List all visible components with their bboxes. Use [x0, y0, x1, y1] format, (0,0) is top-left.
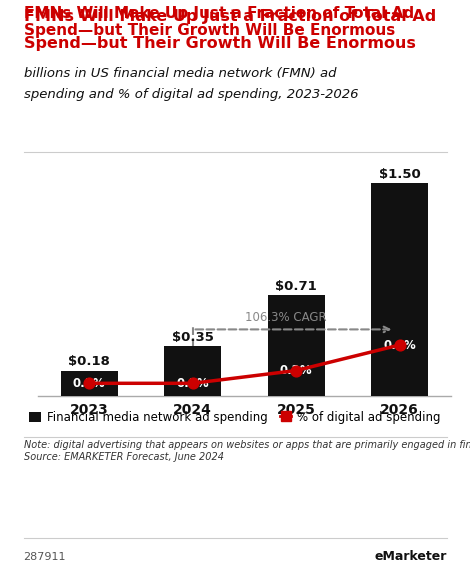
Text: 106.3% CAGR: 106.3% CAGR	[245, 311, 327, 324]
Text: 0.1%: 0.1%	[176, 377, 209, 390]
Text: Note: digital advertising that appears on websites or apps that are primarily en: Note: digital advertising that appears o…	[24, 440, 470, 462]
Text: eMarketer: eMarketer	[374, 550, 446, 563]
Text: $0.71: $0.71	[275, 280, 317, 293]
Legend: Financial media network ad spending, % of digital ad spending: Financial media network ad spending, % o…	[30, 411, 441, 424]
Bar	[61, 371, 118, 396]
Point	[189, 379, 196, 388]
Text: $0.35: $0.35	[172, 331, 214, 344]
Text: FMNs Will Make Up Just a Fraction of Total Ad Spend—but Their Growth Will Be Eno: FMNs Will Make Up Just a Fraction of Tot…	[24, 6, 414, 38]
Text: $1.50: $1.50	[379, 168, 420, 180]
Text: 0.4%: 0.4%	[383, 339, 416, 351]
Bar	[164, 347, 221, 396]
Text: $0.18: $0.18	[68, 355, 110, 368]
Text: 0.2%: 0.2%	[280, 364, 313, 377]
Text: billions in US financial media network (FMN) ad: billions in US financial media network (…	[24, 67, 336, 80]
Bar	[267, 296, 324, 396]
Text: 0.1%: 0.1%	[73, 377, 106, 390]
Point	[396, 340, 403, 350]
Text: spending and % of digital ad spending, 2023-2026: spending and % of digital ad spending, 2…	[24, 88, 358, 102]
Point	[86, 379, 93, 388]
Bar	[371, 183, 428, 396]
Text: Spend—but Their Growth Will Be Enormous: Spend—but Their Growth Will Be Enormous	[24, 36, 415, 51]
Text: FMNs Will Make Up Just a Fraction of Total Ad: FMNs Will Make Up Just a Fraction of Tot…	[24, 9, 436, 24]
Point	[292, 366, 300, 375]
Text: 287911: 287911	[24, 552, 66, 562]
